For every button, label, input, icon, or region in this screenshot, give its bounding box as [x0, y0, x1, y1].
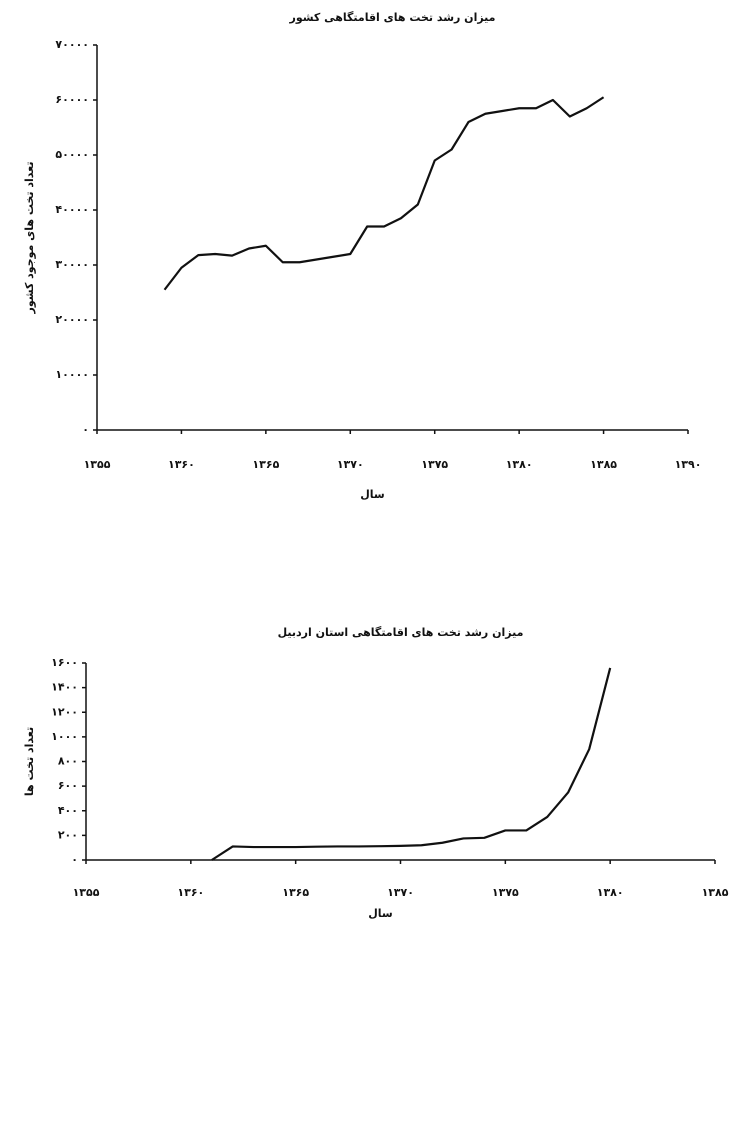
x-tick-label: ۱۳۶۰ [168, 458, 195, 471]
y-tick-label: ۰ [82, 423, 89, 436]
x-tick-label: ۱۳۸۵ [590, 458, 617, 471]
y-tick-label: ۵۰۰۰۰ [55, 148, 89, 161]
y-tick-label: ۱۲۰۰ [51, 705, 78, 718]
x-tick-label: ۱۳۶۰ [177, 886, 204, 899]
y-tick-label: ۶۰۰ [58, 779, 78, 792]
data-line [212, 668, 610, 860]
chart-title: میزان رشد تخت های اقامتگاهی استان اردبیل [278, 626, 524, 639]
chart-title: میزان رشد تخت های اقامتگاهی کشور [288, 11, 495, 24]
x-tick-label: ۱۳۸۰ [506, 458, 533, 471]
y-tick-label: ۴۰۰ [58, 804, 78, 817]
x-axis-label: سال [360, 488, 385, 501]
y-tick-label: ۸۰۰ [58, 755, 78, 768]
data-line [165, 97, 604, 290]
y-axis-label: تعداد تخت ها [23, 727, 36, 796]
y-tick-label: ۳۰۰۰۰ [55, 258, 89, 271]
y-tick-label: ۱۴۰۰ [51, 681, 78, 694]
x-tick-label: ۱۳۵۵ [73, 886, 100, 899]
x-tick-label: ۱۳۹۰ [675, 458, 702, 471]
y-tick-label: ۴۰۰۰۰ [55, 203, 89, 216]
y-tick-label: ۲۰۰ [58, 828, 78, 841]
x-axis-label: سال [368, 907, 393, 920]
x-tick-label: ۱۳۶۵ [252, 458, 279, 471]
y-tick-label: ۰ [71, 853, 78, 866]
y-tick-label: ۱۰۰۰۰ [55, 368, 89, 381]
y-tick-label: ۱۰۰۰ [51, 730, 78, 743]
x-tick-label: ۱۳۷۵ [421, 458, 448, 471]
x-tick-label: ۱۳۶۵ [282, 886, 309, 899]
y-tick-label: ۷۰۰۰۰ [55, 38, 89, 51]
x-tick-label: ۱۳۷۰ [387, 886, 414, 899]
y-tick-label: ۱۶۰۰ [51, 656, 78, 669]
x-tick-label: ۱۳۸۰ [597, 886, 624, 899]
x-tick-label: ۱۳۷۰ [337, 458, 364, 471]
x-tick-label: ۱۳۵۵ [84, 458, 111, 471]
y-tick-label: ۶۰۰۰۰ [55, 93, 89, 106]
y-tick-label: ۲۰۰۰۰ [55, 313, 89, 326]
x-tick-label: ۱۳۸۵ [702, 886, 729, 899]
page: میزان رشد تخت های اقامتگاهی کشور سال تعداد… [0, 0, 734, 1137]
x-tick-label: ۱۳۷۵ [492, 886, 519, 899]
y-axis-label: تعداد تخت های موجود کشور [23, 162, 36, 315]
